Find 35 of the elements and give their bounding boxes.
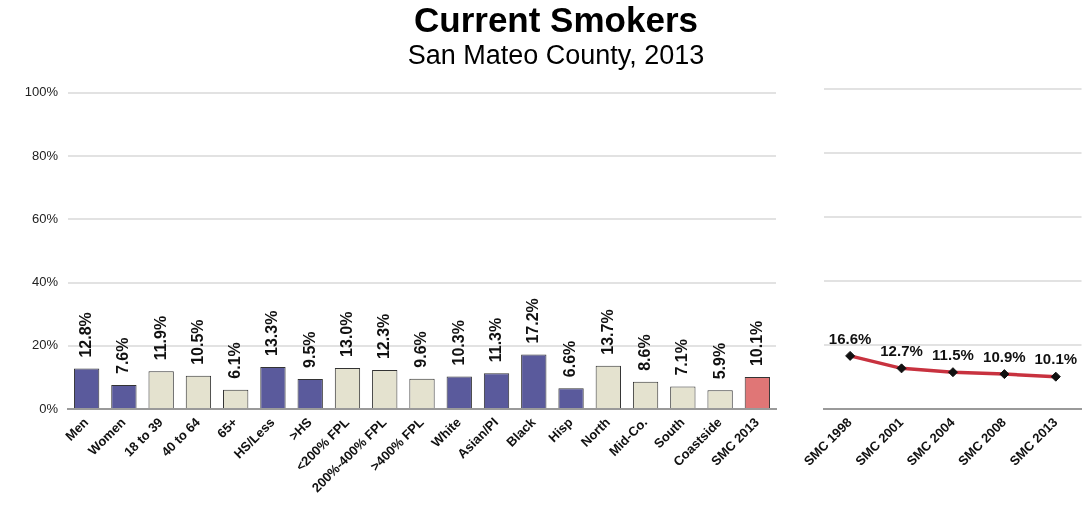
- data-label: 12.8%: [77, 312, 95, 358]
- data-label: 13.3%: [263, 310, 281, 356]
- data-label: 12.7%: [880, 342, 923, 359]
- chart-subtitle: San Mateo County, 2013: [406, 40, 706, 71]
- x-tick-label: Men: [62, 414, 92, 444]
- y-tick-label: 0%: [39, 400, 59, 416]
- data-label: 10.9%: [983, 347, 1026, 365]
- y-tick-label: 80%: [31, 147, 59, 163]
- data-label: 10.5%: [188, 319, 206, 365]
- data-label: 7.6%: [114, 337, 132, 374]
- data-label: 11.3%: [486, 317, 504, 363]
- y-tick-label: 20%: [31, 337, 59, 353]
- data-label: 5.9%: [710, 342, 728, 380]
- data-label: 12.3%: [375, 313, 393, 360]
- data-label: 10.1%: [747, 320, 765, 367]
- data-label: 9.6%: [412, 331, 430, 368]
- data-label: 10.3%: [449, 320, 467, 366]
- chart-title: Current Smokers: [413, 0, 699, 40]
- x-tick-label: 65+: [214, 414, 241, 441]
- y-tick-label: 60%: [31, 210, 59, 226]
- data-label: 6.6%: [561, 340, 579, 378]
- y-tick-label: 40%: [31, 274, 59, 290]
- data-label: 11.9%: [151, 315, 169, 361]
- data-label: 11.5%: [932, 345, 974, 363]
- y-tick-label: 100%: [24, 84, 59, 100]
- x-tick-label: >HS: [286, 414, 316, 444]
- data-label: 6.1%: [226, 342, 244, 379]
- data-label: 8.6%: [635, 334, 653, 371]
- data-label: 17.2%: [524, 298, 542, 344]
- data-label: 13.0%: [337, 311, 355, 357]
- data-label: 9.5%: [300, 331, 318, 368]
- data-label: 7.1%: [673, 339, 691, 376]
- data-label: 16.6%: [828, 329, 872, 347]
- data-label: 10.1%: [1034, 350, 1078, 368]
- data-label: 13.7%: [598, 309, 616, 355]
